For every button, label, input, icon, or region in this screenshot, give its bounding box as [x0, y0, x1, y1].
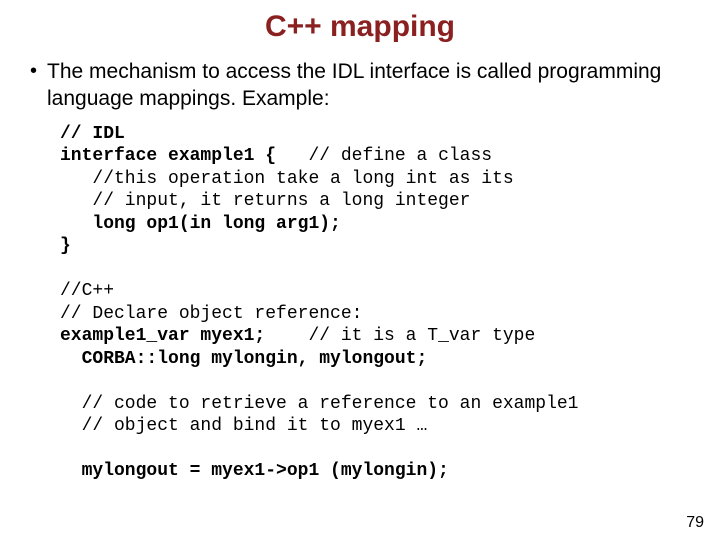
code-line: // IDL — [60, 124, 125, 144]
code-line: long op1(in long arg1); — [60, 214, 341, 234]
code-gap — [60, 439, 71, 459]
code-line: // it is a T_var type — [265, 326, 535, 346]
code-block: // IDL interface example1 { // define a … — [60, 123, 690, 483]
code-line: interface example1 { — [60, 146, 276, 166]
code-gap — [60, 371, 71, 391]
code-line: // code to retrieve a reference to an ex… — [60, 394, 578, 414]
page-number: 79 — [686, 514, 704, 532]
code-gap — [60, 259, 71, 279]
code-line: // define a class — [276, 146, 492, 166]
code-line: mylongout = myex1->op1 (mylongin); — [60, 461, 449, 481]
code-line: // input, it returns a long integer — [60, 191, 470, 211]
code-line: //this operation take a long int as its — [60, 169, 514, 189]
code-line: CORBA::long mylongin, mylongout; — [60, 349, 427, 369]
code-line: //C++ — [60, 281, 114, 301]
bullet-marker: • — [30, 58, 37, 84]
code-line: } — [60, 236, 71, 256]
bullet-text: The mechanism to access the IDL interfac… — [47, 58, 690, 113]
bullet-item: • The mechanism to access the IDL interf… — [30, 58, 690, 113]
code-line: // Declare object reference: — [60, 304, 362, 324]
slide-title: C++ mapping — [30, 10, 690, 44]
code-line: example1_var myex1; — [60, 326, 265, 346]
code-line: // object and bind it to myex1 … — [60, 416, 427, 436]
slide-container: C++ mapping • The mechanism to access th… — [0, 0, 720, 540]
